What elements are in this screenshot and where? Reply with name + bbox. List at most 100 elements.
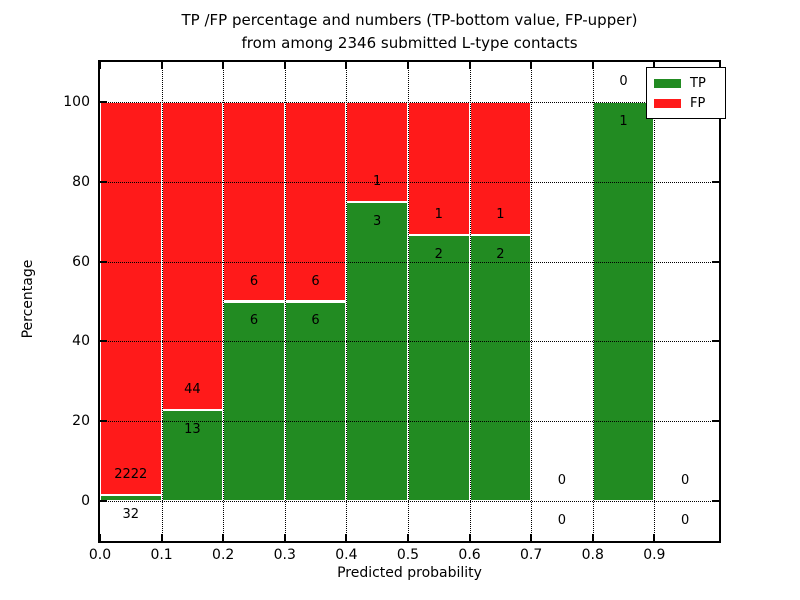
x-tick-bottom (530, 534, 533, 541)
y-tick-left (100, 340, 107, 343)
v-gridline (284, 62, 286, 541)
tp-count-label: 32 (122, 507, 140, 523)
y-tick-left (100, 100, 107, 103)
tp-color-swatch (654, 78, 681, 88)
fp-count-label: 1 (373, 173, 382, 189)
fp-count-label: 1 (434, 207, 443, 222)
tp-count-label: 3 (373, 213, 382, 229)
y-tick-label: 80 (72, 173, 90, 190)
x-tick-label: 0.2 (212, 547, 235, 563)
x-tick-label: 0.5 (396, 547, 420, 563)
y-tick-right (712, 340, 719, 343)
x-tick-top (283, 62, 286, 69)
x-tick-label: 0.1 (150, 547, 173, 563)
x-tick-label: 0.6 (458, 547, 481, 563)
legend-label-fp: FP (690, 95, 706, 111)
v-gridline (346, 62, 348, 541)
h-gridline (100, 341, 719, 343)
fp-count-label: 44 (184, 382, 201, 398)
tp-count-label: 0 (557, 513, 567, 529)
x-tick-label: 0.4 (335, 547, 358, 563)
h-gridline (100, 181, 719, 183)
bar-segment-tp (592, 101, 655, 502)
x-tick-bottom (591, 534, 594, 541)
x-tick-top (222, 62, 225, 69)
x-tick-top (653, 62, 656, 69)
plot-area: TP FP 2222 32 44 13 6 6 6 6 1 3 1 2 1 2 0 0 0 1 0 0 (98, 60, 726, 543)
legend-entry-fp: FP (654, 93, 718, 113)
v-gridline (592, 62, 594, 541)
h-gridline (100, 501, 719, 503)
x-tick-top (160, 62, 163, 69)
x-tick-top (345, 62, 348, 69)
x-tick-bottom (653, 534, 656, 541)
x-tick-bottom (345, 534, 348, 541)
bar-segment-fp (100, 101, 162, 496)
tp-count-label: 1 (619, 113, 628, 129)
v-gridline (223, 62, 225, 541)
y-tick-label: 40 (72, 333, 90, 350)
x-tick-bottom (160, 534, 163, 541)
fp-count-label: 0 (680, 473, 690, 489)
v-gridline (407, 62, 409, 541)
y-axis-label: Percentage (20, 259, 36, 339)
x-tick-top (99, 62, 101, 69)
chart-title: TP /FP percentage and numbers (TP-bottom… (98, 9, 721, 55)
y-tick-left (100, 180, 107, 183)
x-tick-label: 0.0 (88, 547, 112, 563)
x-tick-bottom (406, 534, 409, 541)
fp-count-label: 0 (619, 73, 628, 89)
x-tick-top (468, 62, 471, 69)
fp-count-label: 0 (557, 473, 567, 489)
h-gridline (100, 101, 719, 103)
x-tick-label: 0.7 (520, 547, 543, 563)
h-gridline (100, 421, 719, 423)
y-tick-right (712, 420, 719, 423)
y-tick-right (712, 260, 719, 263)
h-gridline (100, 261, 719, 263)
tp-count-label: 2 (434, 246, 443, 262)
x-axis-label: Predicted probability (337, 565, 482, 581)
v-gridline (161, 62, 163, 541)
tp-count-label: 6 (249, 313, 259, 329)
y-tick-left (100, 260, 107, 263)
legend-entry-tp: TP (654, 73, 718, 93)
tp-count-label: 13 (184, 421, 201, 437)
bar-segment-fp (161, 101, 224, 411)
tp-count-label: 2 (496, 246, 505, 262)
bar-segment-tp (346, 201, 408, 502)
legend-label-tp: TP (690, 75, 706, 91)
bar-segment-tp (100, 495, 162, 502)
x-tick-top (406, 62, 409, 69)
y-tick-label: 20 (72, 413, 90, 430)
y-tick-label: 60 (72, 253, 90, 270)
y-tick-left (100, 420, 107, 423)
bar-segment-tp (284, 301, 347, 502)
y-tick-right (712, 180, 719, 183)
bar-segment-tp (223, 301, 285, 502)
bar-segment-tp (161, 410, 224, 502)
bar-segment-tp (407, 234, 470, 502)
x-tick-label: 0.8 (581, 547, 604, 563)
chart-title-line1: TP /FP percentage and numbers (TP-bottom… (181, 11, 638, 29)
fp-count-label: 6 (249, 273, 259, 289)
x-tick-bottom (468, 534, 471, 541)
x-tick-label: 0.9 (643, 547, 666, 563)
x-tick-bottom (283, 534, 286, 541)
bar-segment-fp (346, 101, 408, 202)
bar-segment-tp (469, 234, 532, 502)
v-gridline (531, 62, 533, 541)
x-tick-top (591, 62, 594, 69)
v-gridline (654, 62, 656, 541)
y-tick-left (100, 500, 107, 503)
y-tick-right (712, 500, 719, 503)
x-tick-label: 0.3 (273, 547, 296, 563)
legend: TP FP (646, 67, 726, 119)
v-gridline (469, 62, 471, 541)
fp-count-label: 2222 (114, 467, 148, 483)
y-tick-label: 0 (81, 493, 90, 510)
x-tick-bottom (222, 534, 225, 541)
tp-count-label: 6 (311, 313, 320, 329)
fp-count-label: 6 (311, 273, 320, 289)
y-tick-label: 100 (63, 93, 90, 110)
